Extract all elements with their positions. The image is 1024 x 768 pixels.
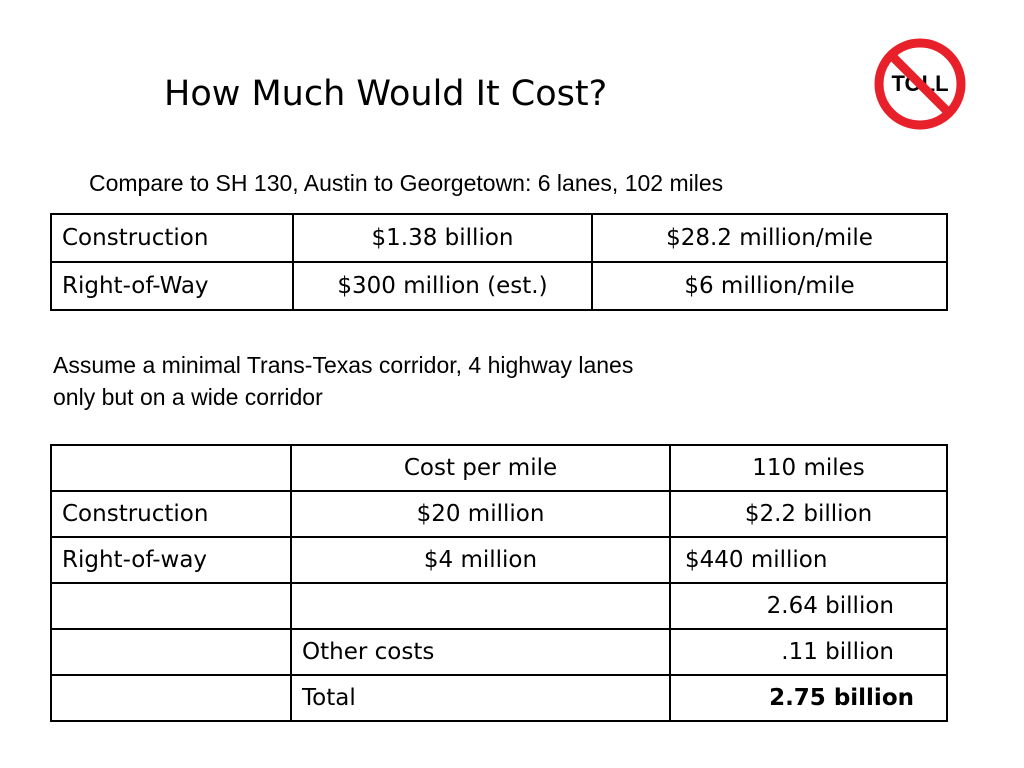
table-cell: $300 million (est.) xyxy=(292,261,593,311)
table-row: Total 2.75 billion xyxy=(50,674,948,722)
table-cell: 2.64 billion xyxy=(669,582,948,630)
table-cell xyxy=(290,582,671,630)
table-cell: $20 million xyxy=(290,490,671,538)
header-cell: 110 miles xyxy=(669,444,948,492)
table-cell: .11 billion xyxy=(669,628,948,676)
assumption-line-2: only but on a wide corridor xyxy=(53,384,323,410)
table-cell xyxy=(50,628,292,676)
assumption-line-1: Assume a minimal Trans-Texas corridor, 4… xyxy=(53,352,634,378)
sh130-cost-table: Construction $1.38 billion $28.2 million… xyxy=(50,213,948,311)
table-cell: Total xyxy=(290,674,671,722)
table-cell: $28.2 million/mile xyxy=(591,213,948,263)
total-cell: 2.75 billion xyxy=(669,674,948,722)
table-cell: Right-of-way xyxy=(50,536,292,584)
table-cell xyxy=(50,582,292,630)
table-cell: $6 million/mile xyxy=(591,261,948,311)
table-cell: Construction xyxy=(50,213,294,263)
header-cell xyxy=(50,444,292,492)
header-cell: Cost per mile xyxy=(290,444,671,492)
table-cell: Construction xyxy=(50,490,292,538)
table-cell: $2.2 billion xyxy=(669,490,948,538)
table-row: Construction $1.38 billion $28.2 million… xyxy=(50,213,948,263)
table-cell: $1.38 billion xyxy=(292,213,593,263)
table-row: Construction $20 million $2.2 billion xyxy=(50,490,948,538)
table-row: Right-of-way $4 million $440 million xyxy=(50,536,948,584)
trans-texas-cost-table: Cost per mile 110 miles Construction $20… xyxy=(50,444,948,722)
assumption-note: Assume a minimal Trans-Texas corridor, 4… xyxy=(53,349,633,413)
table-header-row: Cost per mile 110 miles xyxy=(50,444,948,492)
table-row: Other costs .11 billion xyxy=(50,628,948,676)
table-cell: $4 million xyxy=(290,536,671,584)
table-cell: $440 million xyxy=(669,536,948,584)
table-row: 2.64 billion xyxy=(50,582,948,630)
table-row: Right-of-Way $300 million (est.) $6 mill… xyxy=(50,261,948,311)
comparison-note: Compare to SH 130, Austin to Georgetown:… xyxy=(89,170,724,196)
table-cell xyxy=(50,674,292,722)
page-title: How Much Would It Cost? xyxy=(164,74,608,114)
table-cell: Other costs xyxy=(290,628,671,676)
table-cell: Right-of-Way xyxy=(50,261,294,311)
no-toll-icon: TOLL xyxy=(874,38,966,130)
